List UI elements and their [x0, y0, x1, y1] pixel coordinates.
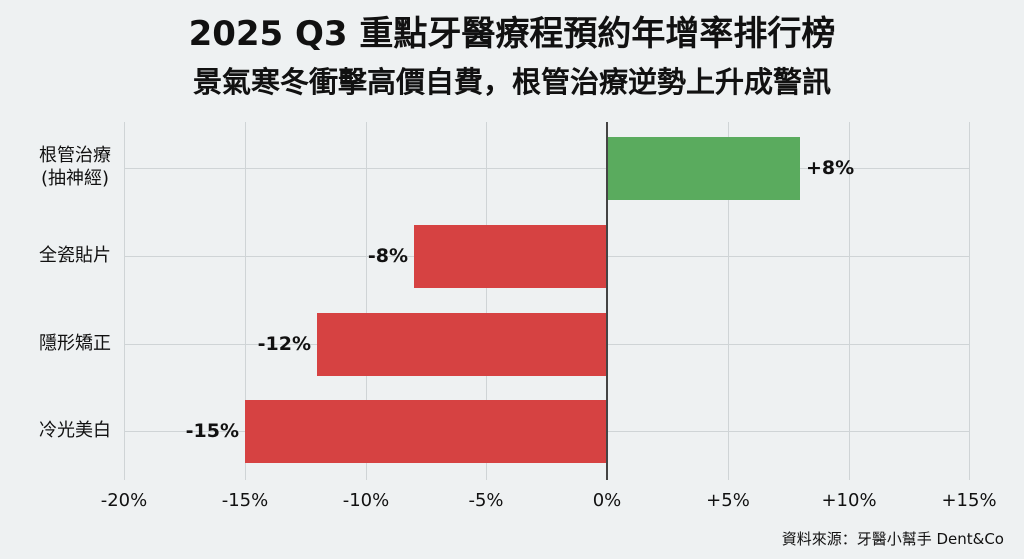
x-tick-label: 0%	[592, 490, 622, 511]
data-label: -12%	[257, 333, 311, 355]
x-tick-label: +15%	[941, 490, 997, 511]
x-tick-label: -10%	[342, 490, 390, 511]
x-tick-label: +10%	[821, 490, 877, 511]
category-label: 冷光美白	[39, 420, 111, 441]
chart-subtitle: 景氣寒冬衝擊高價自費，根管治療逆勢上升成警訊	[192, 65, 831, 99]
gridline-horizontal	[124, 168, 969, 169]
gridline-vertical	[486, 122, 487, 480]
x-tick-label: -15%	[221, 490, 269, 511]
gridline-vertical	[124, 122, 125, 480]
category-label: 全瓷貼片	[39, 245, 111, 266]
zero-axis	[606, 122, 608, 480]
bar-2	[317, 313, 607, 376]
chart-title: 2025 Q3 重點牙醫療程預約年增率排行榜	[188, 14, 836, 54]
category-label: 根管治療 (抽神經)	[39, 145, 111, 189]
bar-3	[245, 400, 607, 463]
data-label: -8%	[367, 245, 408, 267]
source-note: 資料來源：牙醫小幫手 Dent&Co	[781, 530, 1004, 548]
x-tick-label: +5%	[706, 490, 750, 511]
bar-1	[414, 225, 607, 288]
gridline-vertical	[969, 122, 970, 480]
category-label: 隱形矯正	[39, 333, 111, 354]
gridline-vertical	[245, 122, 246, 480]
gridline-vertical	[849, 122, 850, 480]
bar-0	[607, 137, 800, 200]
x-tick-label: -5%	[468, 490, 504, 511]
gridline-vertical	[728, 122, 729, 480]
data-label: +8%	[806, 157, 855, 179]
data-label: -15%	[185, 420, 239, 442]
x-tick-label: -20%	[100, 490, 148, 511]
gridline-vertical	[366, 122, 367, 480]
